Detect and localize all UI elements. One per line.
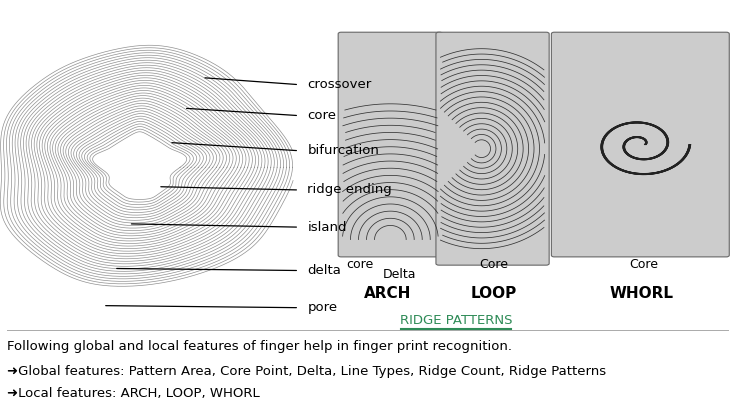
Text: core: core [347,258,374,271]
Text: island: island [307,221,347,234]
Text: ➜Global features: Pattern Area, Core Point, Delta, Line Types, Ridge Count, Ridg: ➜Global features: Pattern Area, Core Poi… [8,365,606,378]
Text: Delta: Delta [383,268,416,281]
FancyBboxPatch shape [436,32,549,265]
Text: Core: Core [629,258,658,271]
Text: delta: delta [307,264,341,277]
Text: Following global and local features of finger help in finger print recognition.: Following global and local features of f… [8,340,513,354]
Text: ➜Local features: ARCH, LOOP, WHORL: ➜Local features: ARCH, LOOP, WHORL [8,387,260,400]
Text: LOOP: LOOP [471,286,517,301]
Text: pore: pore [307,301,337,314]
Text: WHORL: WHORL [609,286,673,301]
Text: core: core [307,109,336,122]
Text: RIDGE PATTERNS: RIDGE PATTERNS [399,313,512,327]
Text: bifurcation: bifurcation [307,144,379,157]
Text: crossover: crossover [307,78,371,91]
Text: Core: Core [479,258,509,271]
FancyBboxPatch shape [338,32,442,257]
FancyBboxPatch shape [551,32,729,257]
Text: ARCH: ARCH [364,286,411,301]
Text: ridge ending: ridge ending [307,183,392,197]
